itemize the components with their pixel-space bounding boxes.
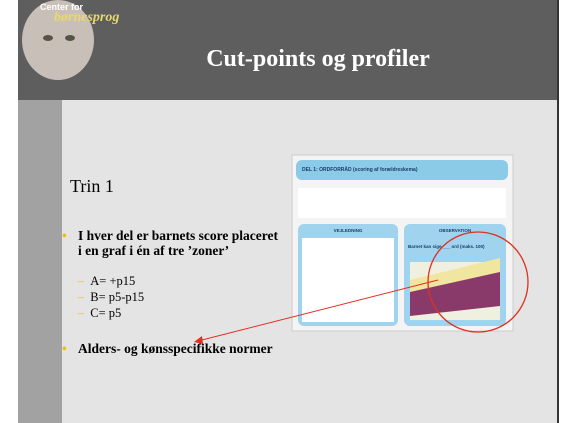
sub-item: –B= p5-p15 [78,290,144,305]
heading: Trin 1 [70,176,114,197]
org-name: børnesprog [54,10,119,26]
figure-intro [298,188,506,218]
bullet: Alders- og kønsspecifikke normer [62,341,282,356]
sub-item: –A= +p15 [78,274,135,289]
bullet: I hver del er barnets score placeret i e… [62,228,282,258]
bullet-text: Alders- og kønsspecifikke normer [78,341,282,356]
sub-item: –C= p5 [78,306,121,321]
photo-detail [43,35,53,41]
page: DEL 1: ORDFORRÅD (scoring af forældreske… [0,0,578,423]
sub-text: B= p5-p15 [90,290,144,304]
figure-graph-label: Barnet kan sige ___ ord (maks. 100) [408,244,485,249]
figure-text-box [302,238,394,322]
sub-text: A= +p15 [90,274,135,288]
sub-text: C= p5 [90,306,121,320]
figure-heading: OBSERVATION [439,228,471,233]
bullet-text: I hver del er barnets score placeret i e… [78,228,282,258]
figure-title: DEL 1: ORDFORRÅD (scoring af forældreske… [302,166,418,173]
photo-detail [65,35,75,41]
slide: DEL 1: ORDFORRÅD (scoring af forældreske… [18,0,559,423]
slide-title: Cut-points og profiler [98,46,538,73]
figure-heading: VEJLEDNING [334,228,363,233]
